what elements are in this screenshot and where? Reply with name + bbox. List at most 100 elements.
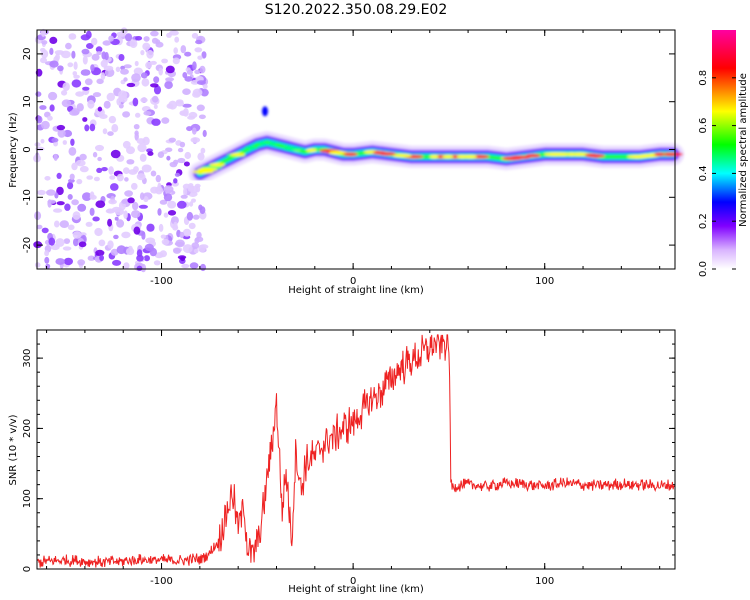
noise-blob — [46, 189, 56, 196]
noise-blob — [64, 203, 71, 211]
noise-blob — [126, 247, 135, 256]
ridge-hotspot — [373, 151, 387, 155]
noise-blob — [144, 243, 154, 251]
noise-blob — [155, 174, 161, 183]
y-tick-label: -10 — [22, 189, 33, 205]
noise-blob — [92, 92, 102, 98]
noise-blob — [116, 173, 124, 182]
noise-blob — [132, 97, 139, 107]
noise-blob — [141, 164, 152, 173]
noise-blob — [116, 245, 127, 255]
noise-blob — [196, 231, 202, 239]
ridge-hotspot — [197, 167, 218, 172]
noise-blob — [34, 262, 41, 268]
noise-blob — [166, 155, 171, 161]
noise-blob — [89, 191, 95, 199]
noise-blob — [34, 211, 42, 221]
noise-blob — [173, 221, 178, 230]
noise-blob — [61, 90, 68, 96]
noise-blob — [136, 173, 146, 181]
noise-blob — [84, 124, 90, 132]
noise-blob — [47, 199, 56, 204]
ridge-hotspot — [257, 141, 268, 146]
noise-blob — [116, 31, 126, 37]
noise-blob — [184, 76, 193, 82]
noise-blob — [192, 61, 197, 71]
noise-blob — [54, 50, 65, 55]
noise-blob — [175, 239, 185, 248]
noise-blob — [174, 36, 180, 43]
heatmap-frame — [36, 29, 676, 270]
ridge-hotspot — [343, 152, 358, 157]
noise-blob — [125, 33, 133, 42]
x-tick-label: 0 — [350, 276, 356, 287]
ridge-hotspot — [465, 154, 477, 159]
noise-blob — [135, 36, 143, 41]
noise-blob — [48, 91, 58, 101]
noise-blob — [187, 185, 195, 192]
noise-blob — [56, 172, 62, 179]
noise-blob — [193, 248, 199, 254]
noise-blob — [141, 78, 150, 87]
ridge-hotspot — [627, 154, 649, 159]
noise-blob — [137, 143, 147, 153]
noise-blob — [41, 40, 48, 45]
noise-blob — [161, 58, 169, 64]
noise-blob — [197, 55, 203, 60]
noise-blob — [89, 207, 95, 216]
x-tick-label: 0 — [350, 576, 356, 587]
noise-blob — [174, 172, 180, 177]
noise-blob — [102, 128, 108, 135]
noise-blob — [72, 71, 78, 76]
noise-blob — [199, 263, 207, 272]
noise-blob — [40, 57, 47, 64]
noise-blob — [173, 47, 178, 54]
noise-blob — [82, 86, 90, 91]
noise-blob — [44, 256, 50, 264]
noise-blob — [91, 37, 98, 46]
ridge-hotspot — [209, 162, 225, 167]
noise-blob — [99, 114, 108, 119]
noise-blob — [177, 200, 187, 209]
noise-blob — [111, 124, 119, 133]
noise-blob — [95, 144, 104, 152]
noise-blob — [49, 47, 54, 56]
noise-blob — [194, 237, 200, 244]
snr-frame — [36, 329, 676, 570]
noise-blob — [159, 250, 167, 258]
noise-blob — [108, 199, 117, 205]
noise-blob — [108, 35, 114, 42]
noise-blob — [143, 255, 150, 262]
noise-blob — [181, 263, 190, 269]
noise-blob — [61, 99, 72, 108]
noise-blob — [53, 208, 63, 213]
noise-blob — [168, 137, 176, 143]
noise-blob — [67, 224, 75, 231]
noise-blob — [44, 176, 51, 181]
y-tick-label: 0 — [22, 566, 33, 572]
noise-blob — [202, 84, 208, 89]
noise-blob — [173, 159, 179, 165]
noise-blob — [112, 259, 122, 266]
noise-blob — [167, 200, 177, 209]
noise-blob — [65, 42, 72, 50]
noise-blob — [62, 82, 70, 91]
ridge-hotspot — [584, 153, 599, 158]
noise-blob — [86, 43, 94, 49]
ridge-spike — [262, 106, 268, 117]
noise-blob — [85, 30, 92, 39]
noise-blob — [153, 85, 162, 95]
noise-blob — [134, 132, 139, 141]
noise-blob — [45, 263, 51, 269]
noise-blob — [115, 66, 121, 73]
noise-blob — [157, 182, 162, 192]
noise-blob — [126, 146, 135, 155]
noise-blob — [147, 151, 154, 156]
noise-blob — [198, 204, 203, 211]
noise-blob — [39, 105, 47, 110]
colorbar: 0.0 0.2 0.4 0.6 0.8 Normalized spectral ampl… — [698, 30, 749, 277]
heatmap-x-axis-label: Height of straight line (km) — [288, 285, 424, 296]
noise-blob — [118, 54, 125, 61]
ridge-hotspot — [442, 154, 454, 159]
noise-blob — [79, 153, 87, 161]
